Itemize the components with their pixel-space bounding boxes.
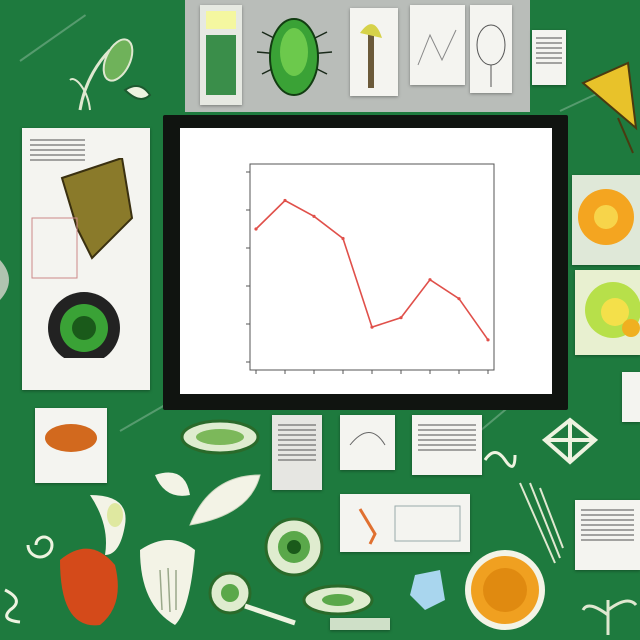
lily-icon bbox=[130, 530, 205, 630]
seed-icon bbox=[50, 540, 125, 630]
leaf-icon bbox=[185, 470, 265, 530]
fruit-card bbox=[575, 270, 640, 355]
crystal-icon bbox=[405, 565, 450, 615]
cell-icon bbox=[262, 515, 327, 580]
series-line bbox=[255, 199, 489, 341]
seedling-sketch bbox=[30, 20, 160, 115]
side-tab bbox=[622, 372, 640, 422]
sunflower-icon bbox=[460, 545, 550, 640]
chart-screen bbox=[180, 128, 552, 394]
specimen-card bbox=[200, 5, 242, 105]
chart-thumbnail bbox=[410, 5, 465, 85]
flower-bud-icon bbox=[85, 490, 140, 560]
beetle-icon bbox=[252, 2, 337, 102]
leaf-edge-icon bbox=[0, 250, 20, 310]
data-point bbox=[283, 198, 287, 203]
plant-card bbox=[350, 8, 398, 96]
data-point bbox=[370, 325, 374, 329]
sprout-icon bbox=[578, 575, 640, 640]
line-chart bbox=[246, 163, 495, 374]
capsule-icon bbox=[300, 580, 375, 620]
data-point bbox=[457, 297, 461, 301]
sketch-card bbox=[340, 415, 395, 470]
seed-card bbox=[35, 408, 107, 483]
grass-icon bbox=[515, 478, 565, 568]
specimen-document bbox=[22, 128, 150, 390]
flower-card bbox=[572, 175, 640, 265]
cone-flower-icon bbox=[578, 58, 640, 158]
plot-frame bbox=[249, 163, 495, 371]
notes-card bbox=[412, 415, 482, 475]
data-point bbox=[254, 227, 258, 231]
data-point bbox=[341, 236, 345, 241]
data-point bbox=[486, 338, 490, 342]
notes-card bbox=[575, 500, 640, 570]
tendril-icon bbox=[0, 585, 30, 625]
curl-icon bbox=[480, 445, 520, 475]
data-point bbox=[312, 214, 316, 218]
knot-icon bbox=[535, 410, 605, 470]
bottom-label bbox=[330, 618, 390, 630]
data-point bbox=[428, 278, 432, 282]
pod-icon bbox=[178, 415, 263, 460]
diagram-thumbnail bbox=[470, 5, 512, 93]
text-card bbox=[272, 415, 322, 490]
magnifier-cell-icon bbox=[205, 568, 305, 628]
spiral-icon bbox=[20, 525, 60, 565]
graph-card bbox=[340, 494, 470, 552]
petal-icon bbox=[150, 465, 195, 505]
data-point bbox=[399, 316, 403, 320]
notes-card bbox=[532, 30, 566, 85]
